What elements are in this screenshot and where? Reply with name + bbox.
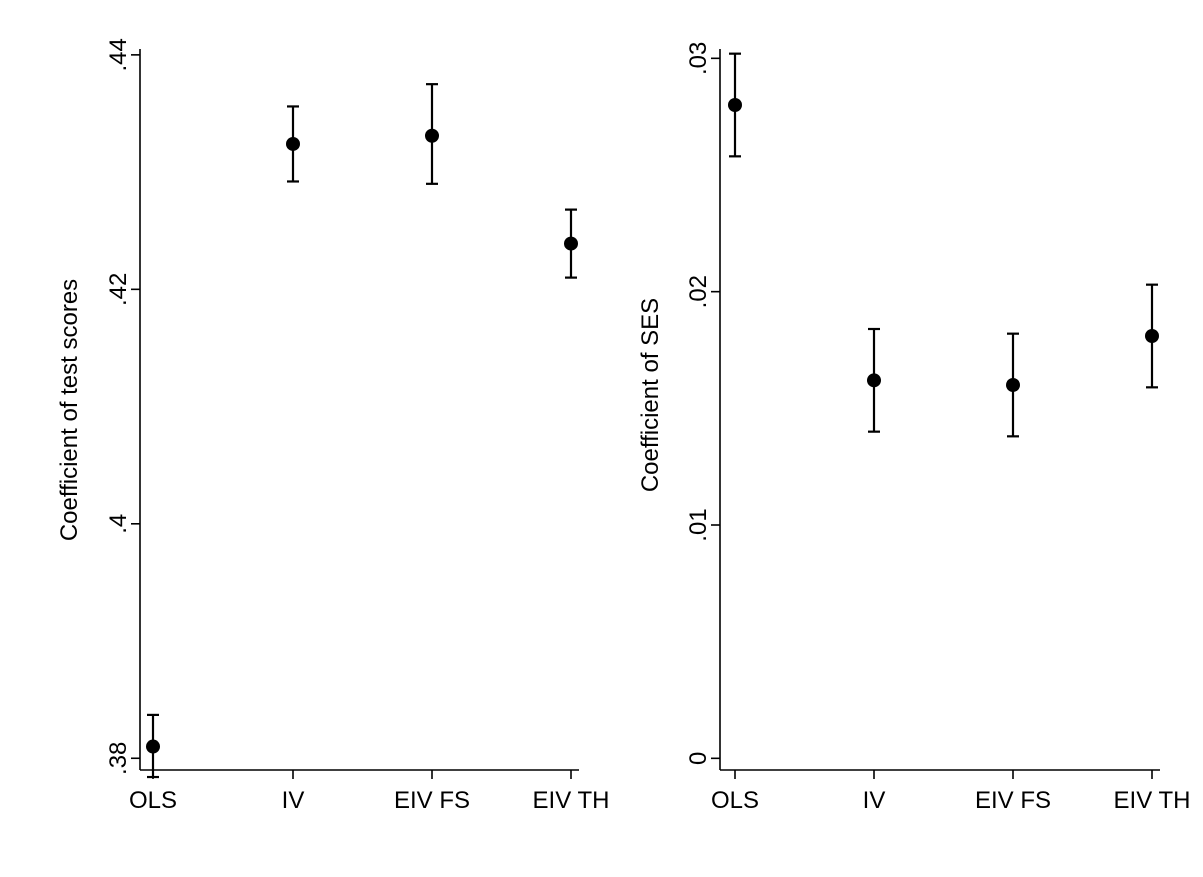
x-tick-label: IV [863,787,886,814]
chart-panel-test-scores: Coefficient of test scores .38 .4 .42 .44 OL… [56,38,609,814]
y-tick-label: .38 [105,742,132,775]
y-tick-label: .4 [105,514,132,534]
data-point [867,373,881,388]
x-tick-label: EIV FS [394,787,470,814]
x-tick-label: EIV TH [1114,787,1191,814]
data-point [425,128,439,143]
data-point [286,136,300,151]
data-point [1006,378,1020,392]
data-point [146,739,160,754]
y-tick-label: .42 [105,273,132,306]
y-tick-label: .44 [105,38,132,71]
x-tick-label: IV [282,787,305,814]
x-tick-label: OLS [129,787,177,814]
x-tick-label: EIV FS [975,787,1051,814]
data-point [564,236,578,251]
x-tick-label: OLS [711,787,759,814]
y-tick-label: .03 [685,42,712,75]
y-tick-label: 0 [685,752,712,765]
data-point [1145,329,1159,343]
y-axis-title: Coefficient of SES [637,298,664,492]
chart-panel-ses: Coefficient of SES 0 .01 .02 .03 OLS IV EIV FS… [637,42,1190,814]
y-tick-label: .01 [685,508,712,541]
x-tick-label: EIV TH [533,787,610,814]
y-axis-title: Coefficient of test scores [56,279,83,541]
data-point [728,98,742,112]
y-tick-label: .02 [685,275,712,308]
